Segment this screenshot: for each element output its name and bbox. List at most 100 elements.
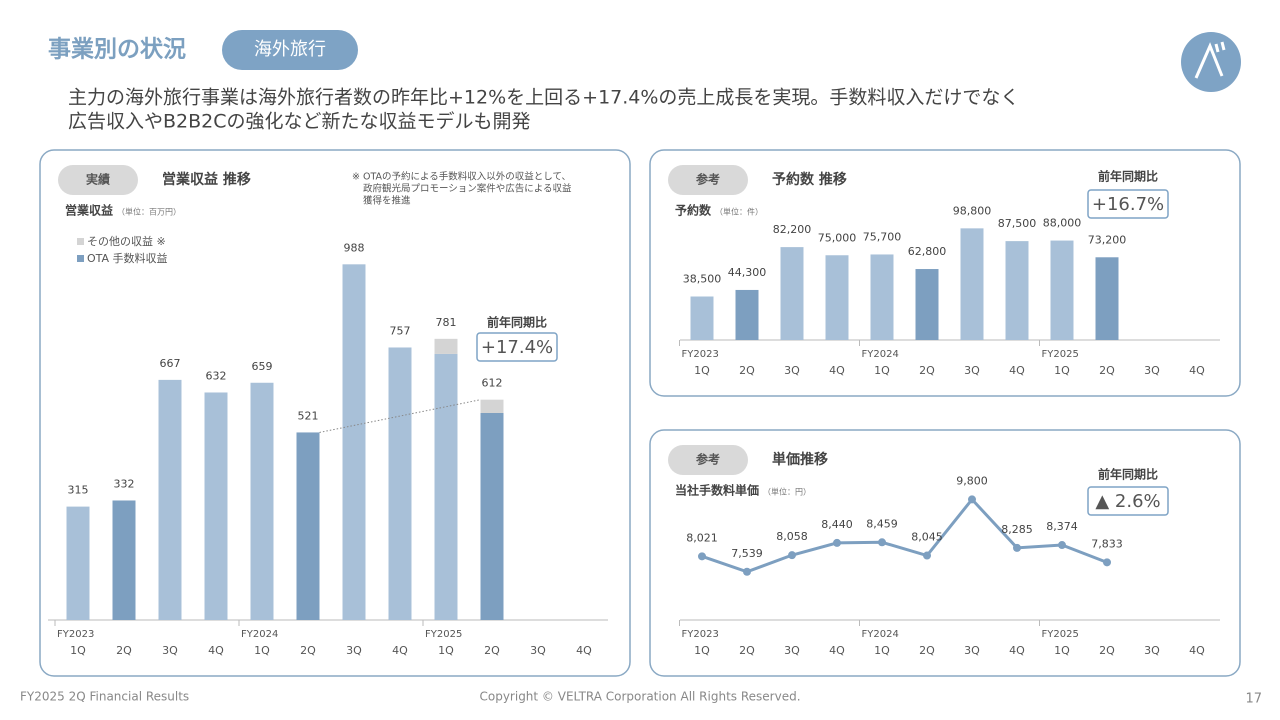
value-label: 8,459 [866, 517, 898, 530]
x-tick-label: 4Q [1189, 644, 1205, 657]
tag-pill [222, 30, 358, 70]
x-tick-label: 1Q [70, 644, 86, 657]
x-tick-label: 2Q [1099, 364, 1115, 377]
group-label: FY2024 [862, 349, 899, 360]
x-tick-label: 3Q [964, 364, 980, 377]
x-tick-label: 2Q [1099, 644, 1115, 657]
x-tick-label: 4Q [208, 644, 224, 657]
point [698, 552, 706, 561]
subtitle: 広告収入やB2B2Cの強化など新たな収益モデルも開発 [68, 111, 531, 133]
footer-left: FY2025 2Q Financial Results [20, 690, 189, 704]
value-label: 8,374 [1046, 520, 1078, 533]
y-label: 当社手数料単価 [675, 483, 759, 498]
note: ※ OTAの予約による手数料収入以外の収益として、 [352, 171, 571, 183]
bar [112, 500, 136, 620]
value-label: 44,300 [728, 266, 767, 279]
bar [434, 338, 458, 354]
badge [668, 445, 748, 475]
x-tick-label: 1Q [438, 644, 454, 657]
group-label: FY2025 [1042, 629, 1079, 640]
group-label: FY2023 [57, 629, 94, 640]
badge-text: 参考 [696, 172, 720, 187]
x-tick-label: 4Q [1189, 364, 1205, 377]
value-label: 988 [344, 241, 365, 254]
x-tick-label: 2Q [739, 364, 755, 377]
value-label: 98,800 [953, 204, 992, 217]
tag: 海外旅行 [254, 39, 326, 60]
x-tick-label: 3Q [346, 644, 362, 657]
x-tick-label: 4Q [1009, 644, 1025, 657]
note: 政府観光局プロモーション案件や広告による収益 [363, 183, 572, 195]
value-label: 332 [114, 477, 135, 490]
value-label: 667 [160, 357, 181, 370]
badge [58, 165, 138, 195]
bar [690, 296, 714, 340]
legend-label: OTA 手数料収益 [87, 251, 168, 265]
value-label: 8,045 [911, 531, 943, 544]
yoy-box [1087, 486, 1169, 516]
bar [870, 254, 894, 340]
point [743, 567, 751, 576]
legend-swatch [77, 238, 84, 245]
page-number: 17 [1245, 692, 1262, 707]
group-label: FY2023 [682, 349, 719, 360]
bar [960, 228, 984, 340]
value-label: 7,539 [731, 547, 763, 560]
logo-mark [1194, 41, 1226, 79]
yoy-label: 前年同期比 [487, 315, 547, 330]
bar [1095, 257, 1119, 340]
value-label: 8,440 [821, 518, 853, 531]
legend-label: その他の収益 ※ [87, 234, 166, 248]
value-label: 73,200 [1088, 233, 1127, 246]
bar [1050, 240, 1074, 340]
yoy-box [476, 332, 558, 362]
logo [1181, 32, 1241, 92]
value-label: 315 [68, 484, 89, 497]
value-label: 87,500 [998, 217, 1037, 230]
x-tick-label: 4Q [392, 644, 408, 657]
group-label: FY2023 [682, 629, 719, 640]
value-label: 38,500 [683, 272, 722, 285]
group-label: FY2025 [1042, 349, 1079, 360]
bar [66, 506, 90, 620]
point [878, 538, 886, 547]
bar [342, 264, 366, 620]
chart-title: 予約数 推移 [772, 171, 847, 188]
point [833, 538, 841, 547]
x-tick-label: 1Q [874, 644, 890, 657]
value-label: 88,000 [1043, 217, 1082, 230]
yoy-label: 前年同期比 [1098, 169, 1158, 184]
value-label: 9,800 [956, 474, 988, 487]
point [1013, 543, 1021, 552]
value-label: 75,000 [818, 231, 857, 244]
value-label: 75,700 [863, 230, 902, 243]
bar [825, 255, 849, 340]
x-tick-label: 2Q [484, 644, 500, 657]
badge-text: 実績 [86, 172, 110, 187]
x-tick-label: 2Q [739, 644, 755, 657]
chart-title: 単価推移 [772, 451, 828, 468]
line [701, 497, 1108, 574]
bar [915, 269, 939, 340]
legend-swatch [77, 255, 84, 262]
x-tick-label: 3Q [784, 364, 800, 377]
yoy-value: ▲ 2.6% [1095, 491, 1160, 512]
value-label: 521 [298, 409, 319, 422]
value-label: 8,058 [776, 530, 808, 543]
x-tick-label: 3Q [1144, 644, 1160, 657]
point [788, 551, 796, 560]
footer-center: Copyright © VELTRA Corporation All Right… [479, 690, 800, 704]
x-tick-label: 1Q [1054, 644, 1070, 657]
x-tick-label: 2Q [300, 644, 316, 657]
x-tick-label: 4Q [829, 644, 845, 657]
x-tick-label: 3Q [530, 644, 546, 657]
x-tick-label: 2Q [116, 644, 132, 657]
bar [158, 379, 182, 620]
x-tick-label: 1Q [874, 364, 890, 377]
bar [735, 289, 759, 340]
value-label: 632 [206, 369, 227, 382]
value-label: 8,021 [686, 531, 718, 544]
x-tick-label: 4Q [1009, 364, 1025, 377]
value-label: 7,833 [1091, 537, 1123, 550]
